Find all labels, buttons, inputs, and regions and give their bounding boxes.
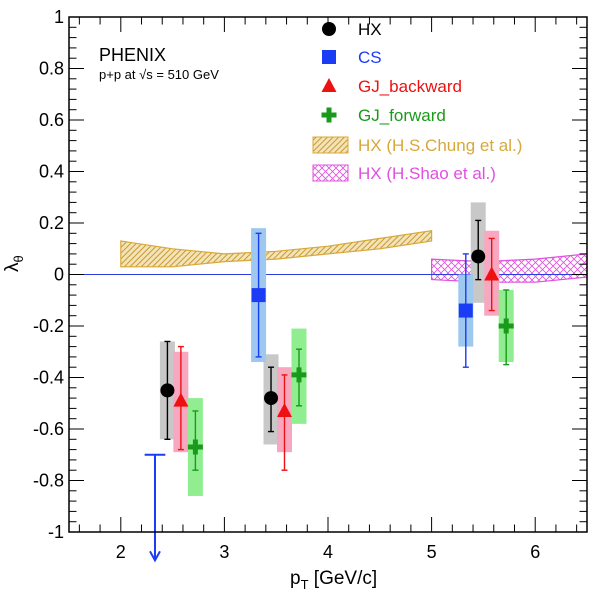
point-gj-backward-1: [276, 402, 292, 417]
x-tick-label: 4: [323, 542, 333, 562]
legend-label-hx-h-s-chung-et-al: HX (H.S.Chung et al.): [358, 136, 522, 155]
y-tick-label: -0.8: [33, 471, 64, 491]
y-tick-label: -0.6: [33, 419, 64, 439]
y-tick-label: 0.6: [39, 110, 64, 130]
collision-label: p+p at √s = 510 GeV: [99, 67, 219, 82]
y-tick-label: -0.4: [33, 368, 64, 388]
x-tick-label: 3: [219, 542, 229, 562]
x-tick-label: 6: [530, 542, 540, 562]
legend-marker-hx: [322, 22, 336, 36]
x-axis-symbol: p: [290, 568, 301, 589]
x-tick-label: 5: [427, 542, 437, 562]
legend-label-hx-h-shao-et-al: HX (H.Shao et al.): [358, 164, 496, 183]
legend-swatch-hx-h-shao-et-al: [312, 164, 349, 182]
x-axis-subscript: T: [301, 577, 309, 591]
legend-label-cs: CS: [358, 48, 382, 67]
y-axis-subscript: θ: [11, 255, 26, 262]
y-tick-label: 0.4: [39, 162, 64, 182]
point-cs-0: [251, 288, 266, 303]
y-tick-label: 0.2: [39, 213, 64, 233]
y-tick-label: 1: [54, 7, 64, 27]
systematic-boxes: [159, 202, 514, 496]
point-cs-1: [458, 303, 473, 318]
legend-label-hx: HX: [358, 20, 382, 39]
point-gj-backward-2: [484, 266, 500, 281]
x-axis-unit: [GeV/c]: [309, 568, 378, 589]
legend: HX CS GJ_backward GJ_forward HX (H.S.Chung e…: [312, 20, 522, 183]
y-axis-symbol: λ: [2, 262, 23, 272]
legend-label-gj-forward: GJ_forward: [358, 106, 446, 125]
upper-limit-arrowhead: [149, 550, 161, 563]
legend-label-gj-backward: GJ_backward: [358, 77, 462, 96]
legend-swatch-hx-h-s-chung-et-al: [312, 136, 349, 154]
upper-limit: [144, 453, 166, 563]
point-hx-2: [471, 249, 486, 264]
point-gj-backward-0: [173, 392, 189, 407]
y-tick-label: 0.8: [39, 59, 64, 79]
legend-marker-cs: [322, 50, 336, 64]
y-tick-label: 0: [54, 265, 64, 285]
legend-marker-gj-forward: [321, 107, 337, 123]
legend-marker-gj-backward: [321, 78, 337, 92]
band-hx-h-s-chung-et-al: [120, 230, 433, 268]
y-tick-label: -0.2: [33, 316, 64, 336]
x-tick-label: 2: [116, 542, 126, 562]
point-gj-forward-2: [498, 318, 514, 334]
band-hx-h-shao-et-al: [431, 253, 588, 283]
point-gj-forward-1: [291, 367, 307, 383]
axis-ticks: 2 3 4 5 6 -1 -0.8 -0.6 -0.4 -0.2 0 0.2 0.4 0.6 0.8 1: [33, 7, 587, 562]
point-hx-0: [160, 383, 175, 398]
x-axis-label: pT [GeV/c]: [290, 568, 377, 591]
point-gj-forward-0: [187, 439, 203, 455]
data-markers: [160, 249, 514, 455]
experiment-label: PHENIX: [99, 45, 166, 65]
point-hx-1: [264, 391, 279, 406]
y-tick-label: -1: [48, 522, 64, 542]
y-axis-label: λθ: [2, 255, 26, 272]
